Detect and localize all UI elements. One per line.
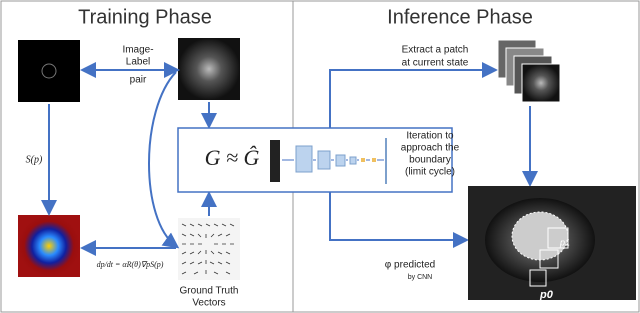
arrow xyxy=(329,192,469,248)
pair-label: Label xyxy=(126,57,150,68)
extract-label: Extract a patch xyxy=(402,45,469,56)
speed-label: S(p) xyxy=(26,154,43,165)
shape xyxy=(181,223,235,275)
equation: dp/dt = αR(θ)∇pS(p) xyxy=(97,260,164,269)
shape xyxy=(361,158,365,162)
iteration-label: (limit cycle) xyxy=(405,167,455,178)
predicted-label: φ predicted xyxy=(385,260,435,271)
pair-label: pair xyxy=(130,75,147,86)
cnn-label: by CNN xyxy=(408,274,433,281)
shape xyxy=(372,158,376,162)
shape xyxy=(295,145,313,173)
shape xyxy=(178,218,240,280)
vector-field xyxy=(178,218,240,280)
curved-arrow xyxy=(148,71,180,249)
shape xyxy=(547,227,569,249)
shape xyxy=(539,249,559,269)
iteration-label: approach the xyxy=(401,143,460,154)
shape xyxy=(529,269,547,287)
shape xyxy=(317,150,331,170)
arrow xyxy=(329,62,498,128)
model-relation: G ≈ Ĝ xyxy=(205,145,260,170)
shape xyxy=(270,140,280,182)
gt-label: Ground Truth xyxy=(180,286,239,297)
inference-title: Inference Phase xyxy=(387,6,533,28)
extract-label: at current state xyxy=(402,58,469,69)
mri-image xyxy=(178,38,240,100)
patch-stack xyxy=(497,39,561,103)
speed-map xyxy=(18,215,80,277)
shape xyxy=(335,154,346,167)
gt-label: Vectors xyxy=(192,298,225,309)
training-title: Training Phase xyxy=(78,6,212,28)
label-contour xyxy=(41,63,57,79)
label-image xyxy=(18,40,80,102)
iteration-label: Iteration to xyxy=(406,131,454,142)
point-label: p0 xyxy=(539,289,554,301)
iteration-label: boundary xyxy=(409,155,451,166)
shape xyxy=(521,63,561,103)
point-label: p1 xyxy=(559,237,570,247)
shape xyxy=(349,156,357,165)
cnn-icon xyxy=(270,138,387,184)
pair-label: Image- xyxy=(122,45,153,56)
mri-result xyxy=(468,186,636,300)
